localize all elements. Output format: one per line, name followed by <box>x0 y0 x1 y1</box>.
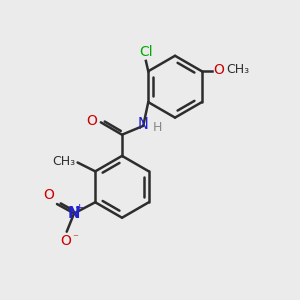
Text: CH₃: CH₃ <box>52 154 75 167</box>
Text: O: O <box>61 234 71 248</box>
Text: O: O <box>213 63 224 77</box>
Text: O: O <box>86 114 97 128</box>
Text: ⁻: ⁻ <box>72 233 78 244</box>
Text: N: N <box>138 117 149 132</box>
Text: +: + <box>75 203 84 213</box>
Text: O: O <box>44 188 55 202</box>
Text: N: N <box>68 206 80 221</box>
Text: Cl: Cl <box>139 45 153 59</box>
Text: H: H <box>153 121 162 134</box>
Text: CH₃: CH₃ <box>226 63 249 76</box>
